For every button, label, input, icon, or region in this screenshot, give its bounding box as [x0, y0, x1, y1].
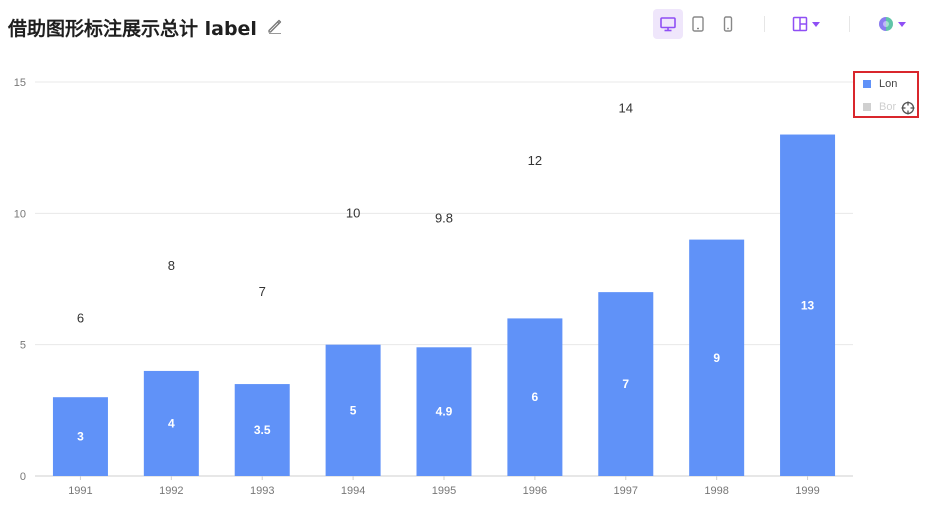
- x-tick-label: 1993: [250, 485, 274, 497]
- legend-label-lon: Lon: [879, 78, 898, 90]
- bar: [507, 318, 563, 476]
- tablet-icon: [692, 16, 704, 32]
- bar-value-label: 4: [168, 416, 175, 430]
- bar: [416, 347, 472, 476]
- toolbar-divider: [764, 16, 765, 32]
- desktop-icon: [660, 17, 676, 32]
- bar: [234, 384, 290, 476]
- y-tick-label: 10: [14, 208, 26, 220]
- total-label: 7: [259, 284, 266, 299]
- y-tick-label: 15: [14, 77, 26, 89]
- x-tick-label: 1997: [614, 485, 638, 497]
- legend-swatch-lon: [863, 80, 871, 88]
- tablet-view-button[interactable]: [683, 9, 713, 39]
- toolbar-divider: [849, 16, 850, 32]
- y-tick-label: 0: [20, 471, 26, 483]
- desktop-view-button[interactable]: [653, 9, 683, 39]
- mobile-view-button[interactable]: [713, 9, 743, 39]
- crosshair-icon: [901, 101, 915, 115]
- x-tick-label: 1995: [432, 485, 456, 497]
- y-tick-label: 5: [20, 340, 26, 352]
- page-title: 借助图形标注展示总计 label: [8, 18, 257, 40]
- bar: [780, 134, 836, 476]
- bar-value-label: 3.5: [254, 423, 271, 437]
- bar-value-label: 6: [532, 390, 539, 404]
- x-tick-label: 1998: [704, 485, 728, 497]
- bar: [689, 239, 745, 476]
- bar-value-label: 4.9: [436, 405, 453, 419]
- legend-label-bor: Bor: [879, 101, 897, 113]
- x-tick-label: 1992: [159, 485, 183, 497]
- bar-value-label: 5: [350, 403, 357, 417]
- layout-menu-button[interactable]: [792, 12, 821, 36]
- x-tick-label: 1996: [523, 485, 547, 497]
- layout-icon: [792, 16, 808, 32]
- bar: [598, 292, 654, 476]
- bar: [325, 344, 381, 476]
- bar-value-label: 9: [713, 351, 720, 365]
- mobile-icon: [723, 16, 733, 32]
- bar: [52, 397, 108, 476]
- total-label: 12: [528, 153, 542, 168]
- legend: Lon Bor: [853, 71, 919, 118]
- legend-item-bor[interactable]: Bor: [863, 100, 896, 114]
- total-label: 8: [168, 258, 175, 273]
- caret-down-icon: [898, 22, 906, 27]
- theme-icon: [879, 17, 893, 31]
- total-label: 10: [346, 205, 360, 220]
- legend-item-lon[interactable]: Lon: [863, 77, 897, 91]
- caret-down-icon: [812, 22, 820, 27]
- legend-swatch-bor: [863, 103, 871, 111]
- x-tick-label: 1991: [68, 485, 92, 497]
- total-label: 9.8: [435, 211, 453, 226]
- x-tick-label: 1994: [341, 485, 365, 497]
- theme-menu-button[interactable]: [878, 12, 907, 36]
- bar: [143, 370, 199, 476]
- bar-value-label: 13: [801, 298, 815, 312]
- toolbar: 借助图形标注展示总计 label: [0, 0, 935, 52]
- edit-icon[interactable]: [266, 17, 284, 35]
- x-tick-label: 1999: [795, 485, 819, 497]
- bar-value-label: 3: [77, 430, 84, 444]
- bar-chart: 0 5 10 15 3 6 1991 4 8 1992 3.5 7 1993 5 10 1994 4.9 9.8 1…: [14, 77, 853, 497]
- total-label: 6: [77, 310, 84, 325]
- bar-value-label: 7: [622, 377, 629, 391]
- total-label: 14: [619, 100, 633, 115]
